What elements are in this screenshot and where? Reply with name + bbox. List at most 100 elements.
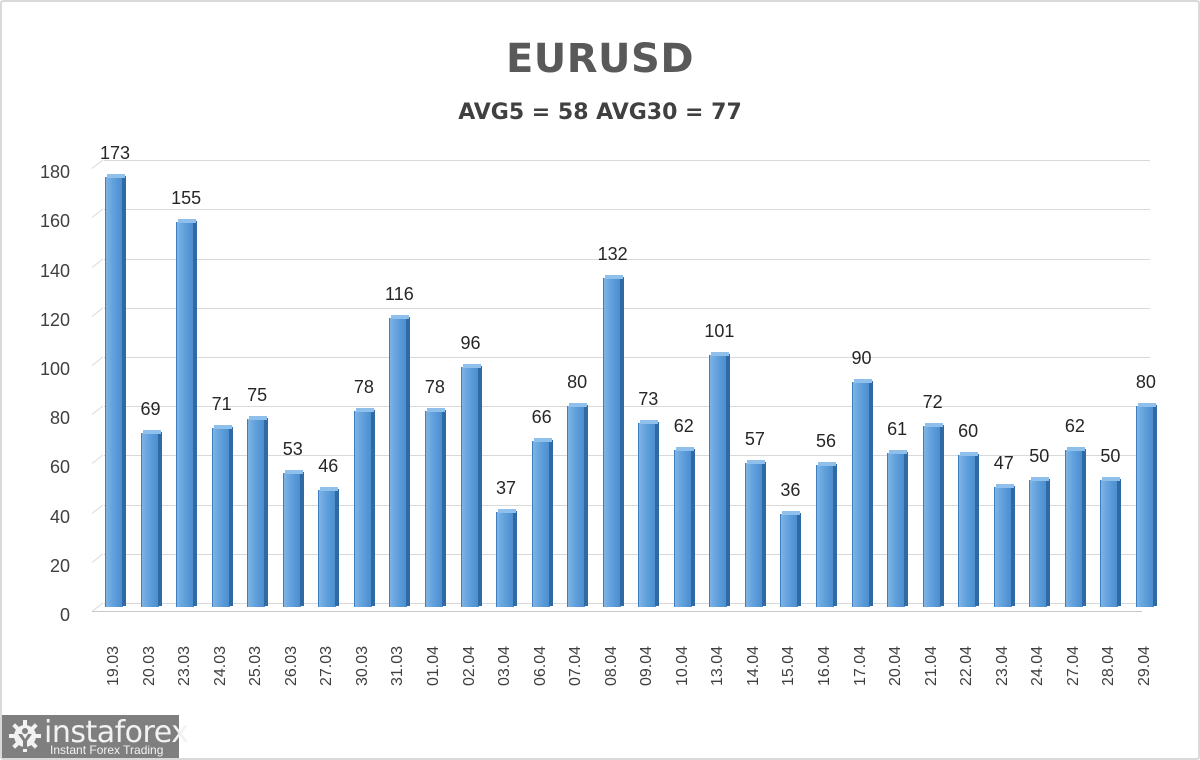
bar-side [193,220,198,606]
bar [318,489,337,607]
x-tick-label: 13.04 [709,645,727,686]
bar [460,366,479,607]
bar-top [604,275,623,280]
bar-top [284,469,303,474]
bar-side [868,380,873,606]
x-tick-label: 23.04 [993,645,1011,686]
bar-side [619,277,624,606]
y-tick-label: 60 [49,457,70,478]
bar-side [1010,486,1015,606]
bar-top [462,363,481,368]
bar-side [833,464,837,606]
bar-side [228,427,233,606]
x-tick-label: 24.03 [211,645,229,686]
bar-value-label: 96 [460,332,481,353]
bar-value-label: 47 [993,453,1014,474]
bar-value-label: 90 [851,347,872,368]
y-tick-label: 160 [39,211,70,232]
bar-top [391,314,410,319]
bar-side [726,353,731,606]
bar-top [107,174,125,179]
gridline-perspective [91,454,104,465]
gridline [104,553,1150,555]
bar-side [655,422,660,606]
bar-top [711,351,730,356]
x-tick-label: 14.04 [744,645,762,686]
bar-top [924,422,943,427]
bar-top [249,415,268,420]
bar-side [761,461,766,606]
bar-value-label: 66 [531,406,552,427]
bar-top [213,425,232,430]
bar-value-label: 62 [673,416,694,437]
gridline-perspective [91,405,104,416]
bar-value-label: 155 [171,187,202,208]
bar [1064,450,1083,607]
bar [1100,480,1119,607]
x-tick-label: 30.03 [353,645,371,686]
bar-top [782,511,801,516]
x-tick-label: 10.04 [673,645,691,686]
bar-value-label: 101 [704,320,735,341]
bar-side [264,417,269,606]
gridline [104,603,1150,604]
bar [638,423,657,607]
bar-value-label: 60 [958,421,979,442]
y-tick-label: 80 [49,408,70,429]
logo-tagline: Instant Forex Trading [50,743,164,757]
bar [389,317,408,607]
bar-value-label: 71 [211,394,232,415]
bar [211,428,230,607]
bar [282,472,301,607]
bar-value-label: 80 [1135,372,1156,393]
bar-top [675,447,694,452]
x-tick-label: 02.04 [460,645,478,686]
bar-value-label: 78 [424,377,445,398]
bar-side [370,410,375,606]
bar-top [746,459,765,464]
bar-side [299,471,304,606]
x-tick-label: 31.03 [389,645,407,686]
bar-value-label: 50 [1100,446,1121,466]
bar-side [690,449,695,606]
bar [531,440,550,607]
bar-top [1066,447,1085,452]
y-tick-label: 120 [39,309,70,330]
bar-top [355,408,374,413]
bar-top [889,449,908,454]
y-tick-label: 180 [39,162,70,183]
bar-side [975,454,980,606]
gridline-perspective [91,356,104,366]
y-tick-label: 40 [49,506,70,527]
gridline [104,357,1150,358]
x-tick-label: 17.04 [851,645,869,686]
bar-side [335,488,340,606]
x-tick-label: 25.03 [247,645,265,686]
bar-side [1081,449,1086,606]
gridline-perspective [91,208,104,219]
gear-person-icon [9,720,41,752]
x-tick-label: 28.04 [1100,645,1118,686]
bar [140,433,159,607]
bar-value-label: 62 [1064,416,1085,437]
x-tick-label: 21.04 [922,645,940,686]
bar-top [498,508,517,513]
bar-side [122,176,126,606]
gridline [104,209,1150,211]
bar-value-label: 80 [567,372,588,393]
x-tick-label: 20.04 [887,645,905,686]
bar [744,462,763,607]
x-tick-label: 20.03 [140,645,158,686]
bar-side [1152,405,1157,606]
bar-top [1031,477,1050,481]
x-tick-label: 16.04 [816,645,833,686]
instaforex-logo: instaforex Instant Forex Trading [2,715,189,758]
gridline-perspective [91,504,104,514]
bar-value-label: 73 [638,389,659,410]
bar [958,455,977,607]
bar-side [584,405,589,606]
bar-side [441,410,446,606]
x-tick-label: 23.03 [176,645,194,686]
bar [673,450,692,607]
